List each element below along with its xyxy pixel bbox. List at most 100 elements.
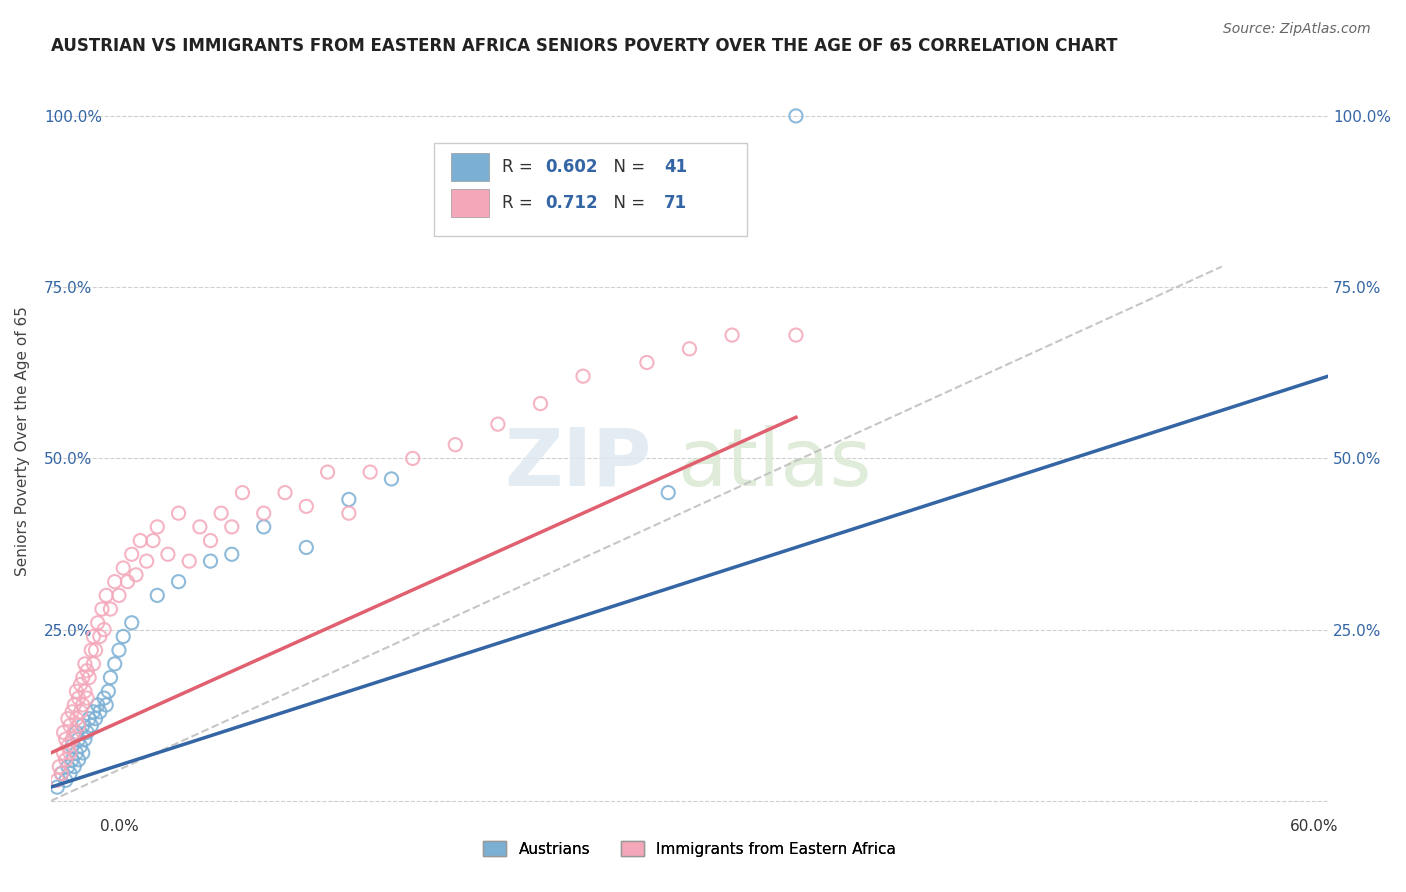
Point <box>46 780 69 794</box>
Point <box>93 623 115 637</box>
Point <box>65 712 87 726</box>
Point <box>678 342 700 356</box>
Point <box>60 739 83 753</box>
Point <box>97 684 120 698</box>
Text: N =: N = <box>603 194 650 212</box>
Point <box>274 485 297 500</box>
Point <box>295 500 318 514</box>
Point <box>72 671 94 685</box>
Point <box>89 705 111 719</box>
Point <box>84 712 107 726</box>
Point <box>69 739 91 753</box>
Point <box>51 766 73 780</box>
Point <box>72 718 94 732</box>
Point <box>65 725 87 739</box>
Point <box>86 698 108 712</box>
Point <box>209 506 232 520</box>
Point <box>572 369 595 384</box>
Point <box>179 554 201 568</box>
Point <box>89 630 111 644</box>
Point <box>221 520 243 534</box>
Point <box>156 547 179 561</box>
Point <box>112 630 135 644</box>
Text: 0.712: 0.712 <box>546 194 598 212</box>
Point <box>200 554 222 568</box>
Point <box>59 766 82 780</box>
Point <box>167 574 190 589</box>
Point <box>253 506 276 520</box>
Point <box>146 588 169 602</box>
Point <box>82 630 104 644</box>
Point <box>76 664 98 678</box>
Point <box>69 677 91 691</box>
Point <box>52 725 75 739</box>
Point <box>63 698 86 712</box>
Point <box>444 438 467 452</box>
Point <box>125 567 148 582</box>
Point <box>69 705 91 719</box>
Point <box>721 328 744 343</box>
Y-axis label: Seniors Poverty Over the Age of 65: Seniors Poverty Over the Age of 65 <box>15 306 30 576</box>
Point <box>77 712 100 726</box>
Point <box>56 739 79 753</box>
Point <box>337 506 360 520</box>
Point <box>96 588 118 602</box>
Point <box>84 643 107 657</box>
Point <box>121 615 143 630</box>
Point <box>67 753 90 767</box>
Point <box>60 732 83 747</box>
Point <box>80 643 103 657</box>
Point <box>46 773 69 788</box>
Text: R =: R = <box>502 158 537 177</box>
Point <box>359 465 381 479</box>
Point <box>73 684 96 698</box>
Point <box>80 718 103 732</box>
Point <box>52 746 75 760</box>
Point <box>59 718 82 732</box>
Text: 41: 41 <box>664 158 688 177</box>
Point <box>51 766 73 780</box>
Point <box>73 732 96 747</box>
Point <box>104 657 127 671</box>
Point <box>55 773 77 788</box>
Point <box>63 725 86 739</box>
Point <box>93 691 115 706</box>
Point <box>167 506 190 520</box>
Point <box>48 759 70 773</box>
Point <box>55 732 77 747</box>
Point <box>108 643 131 657</box>
Point <box>112 561 135 575</box>
FancyBboxPatch shape <box>451 153 489 181</box>
Point <box>253 520 276 534</box>
Point <box>200 533 222 548</box>
Point <box>76 725 98 739</box>
Point <box>77 671 100 685</box>
Point <box>146 520 169 534</box>
Point <box>221 547 243 561</box>
Text: 0.602: 0.602 <box>546 158 598 177</box>
Point <box>135 554 157 568</box>
Point <box>316 465 339 479</box>
Point <box>60 705 83 719</box>
Point <box>86 615 108 630</box>
Point <box>67 732 90 747</box>
Point <box>59 746 82 760</box>
Point <box>56 712 79 726</box>
Point <box>90 602 112 616</box>
Text: AUSTRIAN VS IMMIGRANTS FROM EASTERN AFRICA SENIORS POVERTY OVER THE AGE OF 65 CO: AUSTRIAN VS IMMIGRANTS FROM EASTERN AFRI… <box>51 37 1118 55</box>
Point <box>73 657 96 671</box>
Point <box>67 691 90 706</box>
Text: 71: 71 <box>664 194 688 212</box>
Point <box>65 684 87 698</box>
Point <box>108 588 131 602</box>
Point <box>96 698 118 712</box>
Point <box>72 698 94 712</box>
Point <box>100 671 122 685</box>
Text: N =: N = <box>603 158 650 177</box>
Point <box>65 746 87 760</box>
Point <box>337 492 360 507</box>
Point <box>121 547 143 561</box>
Text: Source: ZipAtlas.com: Source: ZipAtlas.com <box>1223 22 1371 37</box>
FancyBboxPatch shape <box>451 189 489 218</box>
Point <box>56 759 79 773</box>
